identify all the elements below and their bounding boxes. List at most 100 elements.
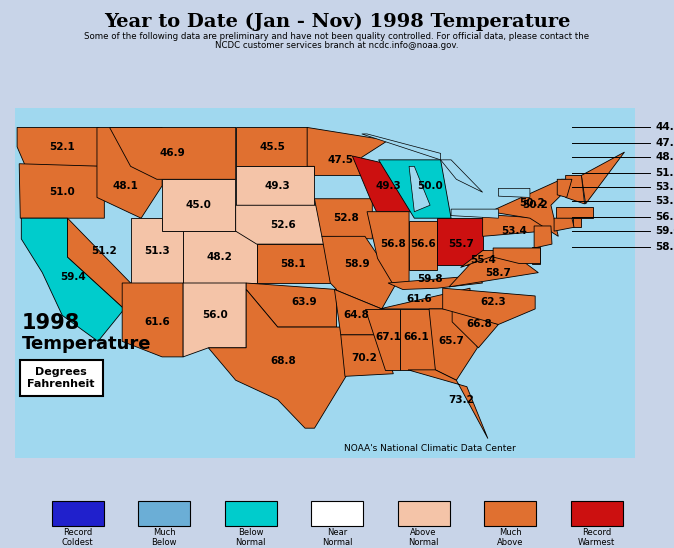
Text: 52.8: 52.8 — [333, 213, 359, 223]
Text: 50.2: 50.2 — [519, 198, 545, 208]
Polygon shape — [307, 128, 388, 175]
Polygon shape — [582, 152, 625, 204]
Text: 62.3: 62.3 — [481, 298, 506, 307]
Polygon shape — [131, 218, 183, 283]
Polygon shape — [208, 289, 346, 428]
Polygon shape — [565, 175, 584, 204]
Text: 58.1: 58.1 — [280, 259, 307, 269]
Polygon shape — [573, 218, 582, 227]
Polygon shape — [353, 156, 415, 212]
Polygon shape — [315, 199, 372, 239]
Polygon shape — [388, 277, 483, 289]
Polygon shape — [400, 309, 435, 370]
Text: 65.7: 65.7 — [438, 336, 464, 346]
Text: Temperature: Temperature — [22, 335, 152, 353]
Polygon shape — [441, 160, 483, 192]
Polygon shape — [534, 226, 552, 248]
Polygon shape — [483, 214, 543, 236]
Polygon shape — [97, 128, 162, 218]
Text: 58.7: 58.7 — [485, 267, 512, 278]
Text: 55.7: 55.7 — [449, 239, 474, 249]
Text: 58.4: 58.4 — [655, 242, 674, 252]
Text: Much
Below
Normal: Much Below Normal — [149, 528, 179, 548]
Bar — [20, 360, 103, 396]
Text: 59.8: 59.8 — [417, 274, 443, 284]
Text: 56.8: 56.8 — [380, 239, 406, 249]
Polygon shape — [122, 283, 183, 357]
Text: 49.3: 49.3 — [265, 181, 290, 191]
Polygon shape — [556, 207, 593, 218]
Text: Record
Coldest: Record Coldest — [62, 528, 93, 547]
Text: 73.2: 73.2 — [449, 395, 474, 404]
Text: 61.6: 61.6 — [406, 294, 433, 304]
Text: NOAA's National Climatic Data Center: NOAA's National Climatic Data Center — [344, 444, 516, 453]
Bar — [15, 108, 635, 458]
Polygon shape — [162, 179, 235, 231]
Text: 59.4: 59.4 — [60, 271, 86, 282]
Text: 48.2: 48.2 — [207, 252, 233, 262]
Polygon shape — [22, 218, 124, 341]
Text: Year to Date (Jan - Nov) 1998 Temperature: Year to Date (Jan - Nov) 1998 Temperatur… — [104, 13, 570, 31]
Bar — [398, 501, 450, 526]
Polygon shape — [236, 167, 315, 205]
Polygon shape — [532, 247, 541, 264]
Text: 55.4: 55.4 — [470, 255, 495, 265]
Polygon shape — [183, 231, 257, 283]
Text: 53.4: 53.4 — [501, 226, 527, 236]
Polygon shape — [460, 250, 509, 267]
Bar — [484, 501, 536, 526]
Text: NCDC customer services branch at ncdc.info@noaa.gov.: NCDC customer services branch at ncdc.in… — [215, 41, 459, 50]
Text: 1998: 1998 — [22, 313, 80, 333]
Polygon shape — [334, 289, 381, 335]
Polygon shape — [67, 218, 131, 309]
Polygon shape — [17, 128, 99, 167]
Text: Some of the following data are preliminary and have not been quality controlled.: Some of the following data are prelimina… — [84, 32, 590, 41]
Polygon shape — [246, 283, 336, 327]
Text: 56.9: 56.9 — [655, 212, 674, 222]
Polygon shape — [557, 179, 572, 197]
Polygon shape — [236, 128, 307, 167]
Polygon shape — [429, 309, 477, 380]
Polygon shape — [362, 134, 441, 160]
Text: 46.9: 46.9 — [160, 149, 185, 158]
Polygon shape — [443, 288, 535, 324]
Polygon shape — [322, 236, 396, 309]
Text: Record
Warmest: Record Warmest — [578, 528, 615, 547]
Polygon shape — [236, 205, 327, 244]
Text: 53.2: 53.2 — [655, 196, 674, 207]
Polygon shape — [554, 218, 574, 231]
Polygon shape — [452, 306, 498, 348]
Polygon shape — [409, 167, 430, 212]
Text: 66.8: 66.8 — [466, 319, 492, 329]
Polygon shape — [367, 212, 409, 283]
Polygon shape — [409, 221, 437, 270]
Polygon shape — [341, 335, 394, 376]
Text: Degrees
Fahrenheit: Degrees Fahrenheit — [27, 367, 95, 389]
Text: 45.5: 45.5 — [259, 142, 285, 152]
Text: 59.0: 59.0 — [655, 226, 674, 236]
Text: 48.1: 48.1 — [113, 181, 138, 191]
Polygon shape — [19, 164, 104, 218]
Text: 52.1: 52.1 — [49, 142, 75, 152]
Text: 63.9: 63.9 — [291, 298, 317, 307]
Bar — [570, 501, 623, 526]
Text: 48.0: 48.0 — [655, 152, 674, 162]
Text: 44.9: 44.9 — [655, 122, 674, 133]
Bar — [224, 501, 276, 526]
Text: 51.3: 51.3 — [144, 246, 170, 255]
Text: 47.0: 47.0 — [655, 138, 674, 148]
Bar — [311, 501, 363, 526]
Text: 68.8: 68.8 — [270, 356, 296, 366]
Polygon shape — [490, 179, 577, 236]
Text: 50.0: 50.0 — [417, 181, 443, 191]
Polygon shape — [365, 309, 400, 370]
Text: 64.8: 64.8 — [344, 310, 369, 321]
Text: Near
Normal: Near Normal — [321, 528, 353, 547]
Text: 70.2: 70.2 — [351, 353, 377, 363]
Text: 52.6: 52.6 — [270, 220, 296, 230]
Polygon shape — [437, 218, 483, 265]
Bar — [51, 501, 104, 526]
Polygon shape — [498, 189, 530, 197]
Text: 56.0: 56.0 — [202, 310, 228, 321]
Polygon shape — [451, 209, 498, 218]
